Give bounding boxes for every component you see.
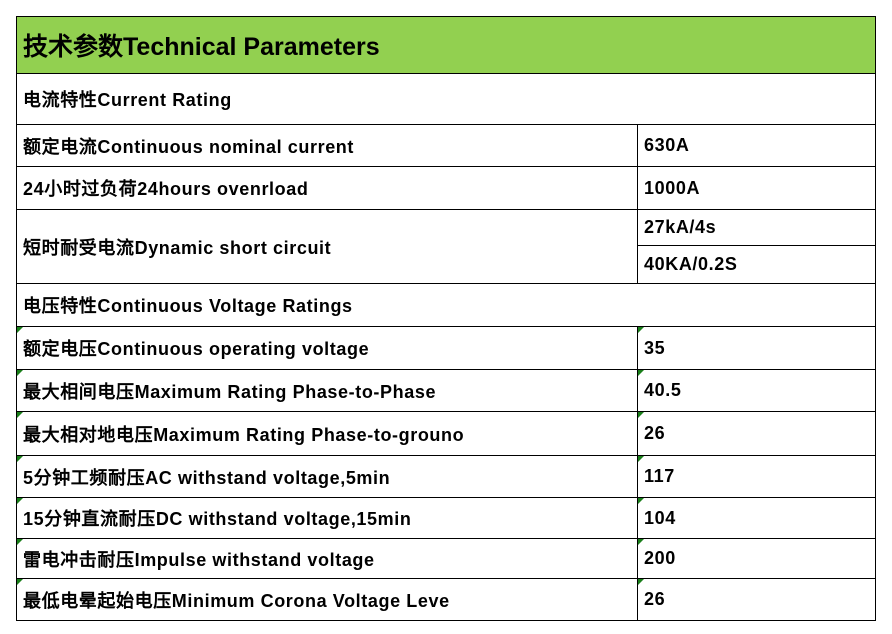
- cell-marker: [17, 539, 23, 545]
- table-title: 技术参数Technical Parameters: [17, 17, 876, 74]
- title-row: 技术参数Technical Parameters: [17, 17, 876, 74]
- data-row: 短时耐受电流Dynamic short circuit 27kA/4s 40KA/0…: [17, 210, 876, 284]
- value-stack: 27kA/4s 40KA/0.2S: [638, 210, 876, 284]
- row-label: 额定电流Continuous nominal current: [17, 125, 638, 167]
- cell-marker: [17, 412, 23, 418]
- row-value: 35: [638, 327, 876, 370]
- data-row: 额定电流Continuous nominal current 630A: [17, 125, 876, 167]
- row-label: 最大相对地电压Maximum Rating Phase-to-grouno: [17, 412, 638, 456]
- row-value: 40KA/0.2S: [638, 246, 876, 284]
- cell-marker: [638, 579, 644, 585]
- row-label: 5分钟工频耐压AC withstand voltage,5min: [17, 456, 638, 498]
- data-row: 15分钟直流耐压DC withstand voltage,15min 104: [17, 498, 876, 539]
- section-heading: 电压特性Continuous Voltage Ratings: [17, 284, 876, 327]
- row-value: 27kA/4s: [638, 210, 876, 246]
- data-row: 最低电晕起始电压Minimum Corona Voltage Leve 26: [17, 579, 876, 621]
- section-row: 电流特性Current Rating: [17, 74, 876, 125]
- row-label: 最大相间电压Maximum Rating Phase-to-Phase: [17, 370, 638, 412]
- data-row: 雷电冲击耐压Impulse withstand voltage 200: [17, 539, 876, 579]
- cell-marker: [17, 370, 23, 376]
- data-row: 24小时过负荷24hours ovenrload 1000A: [17, 167, 876, 210]
- cell-marker: [17, 579, 23, 585]
- section-heading: 电流特性Current Rating: [17, 74, 876, 125]
- data-row: 额定电压Continuous operating voltage 35: [17, 327, 876, 370]
- data-row: 最大相间电压Maximum Rating Phase-to-Phase 40.5: [17, 370, 876, 412]
- row-label: 短时耐受电流Dynamic short circuit: [17, 210, 638, 284]
- data-row: 5分钟工频耐压AC withstand voltage,5min 117: [17, 456, 876, 498]
- cell-marker: [638, 539, 644, 545]
- row-label: 雷电冲击耐压Impulse withstand voltage: [17, 539, 638, 579]
- row-value: 117: [638, 456, 876, 498]
- data-row: 最大相对地电压Maximum Rating Phase-to-grouno 26: [17, 412, 876, 456]
- cell-marker: [638, 327, 644, 333]
- row-value: 26: [638, 412, 876, 456]
- parameter-table: 技术参数Technical Parameters 电流特性Current Rati…: [16, 16, 876, 621]
- cell-marker: [17, 327, 23, 333]
- row-value: 104: [638, 498, 876, 539]
- row-label: 15分钟直流耐压DC withstand voltage,15min: [17, 498, 638, 539]
- row-value: 200: [638, 539, 876, 579]
- cell-marker: [638, 370, 644, 376]
- section-row: 电压特性Continuous Voltage Ratings: [17, 284, 876, 327]
- row-value: 1000A: [638, 167, 876, 210]
- cell-marker: [17, 498, 23, 504]
- row-label: 最低电晕起始电压Minimum Corona Voltage Leve: [17, 579, 638, 621]
- cell-marker: [638, 412, 644, 418]
- cell-marker: [638, 498, 644, 504]
- row-label: 24小时过负荷24hours ovenrload: [17, 167, 638, 210]
- cell-marker: [17, 456, 23, 462]
- row-value: 26: [638, 579, 876, 621]
- row-value: 40.5: [638, 370, 876, 412]
- cell-marker: [638, 456, 644, 462]
- row-label: 额定电压Continuous operating voltage: [17, 327, 638, 370]
- row-value: 630A: [638, 125, 876, 167]
